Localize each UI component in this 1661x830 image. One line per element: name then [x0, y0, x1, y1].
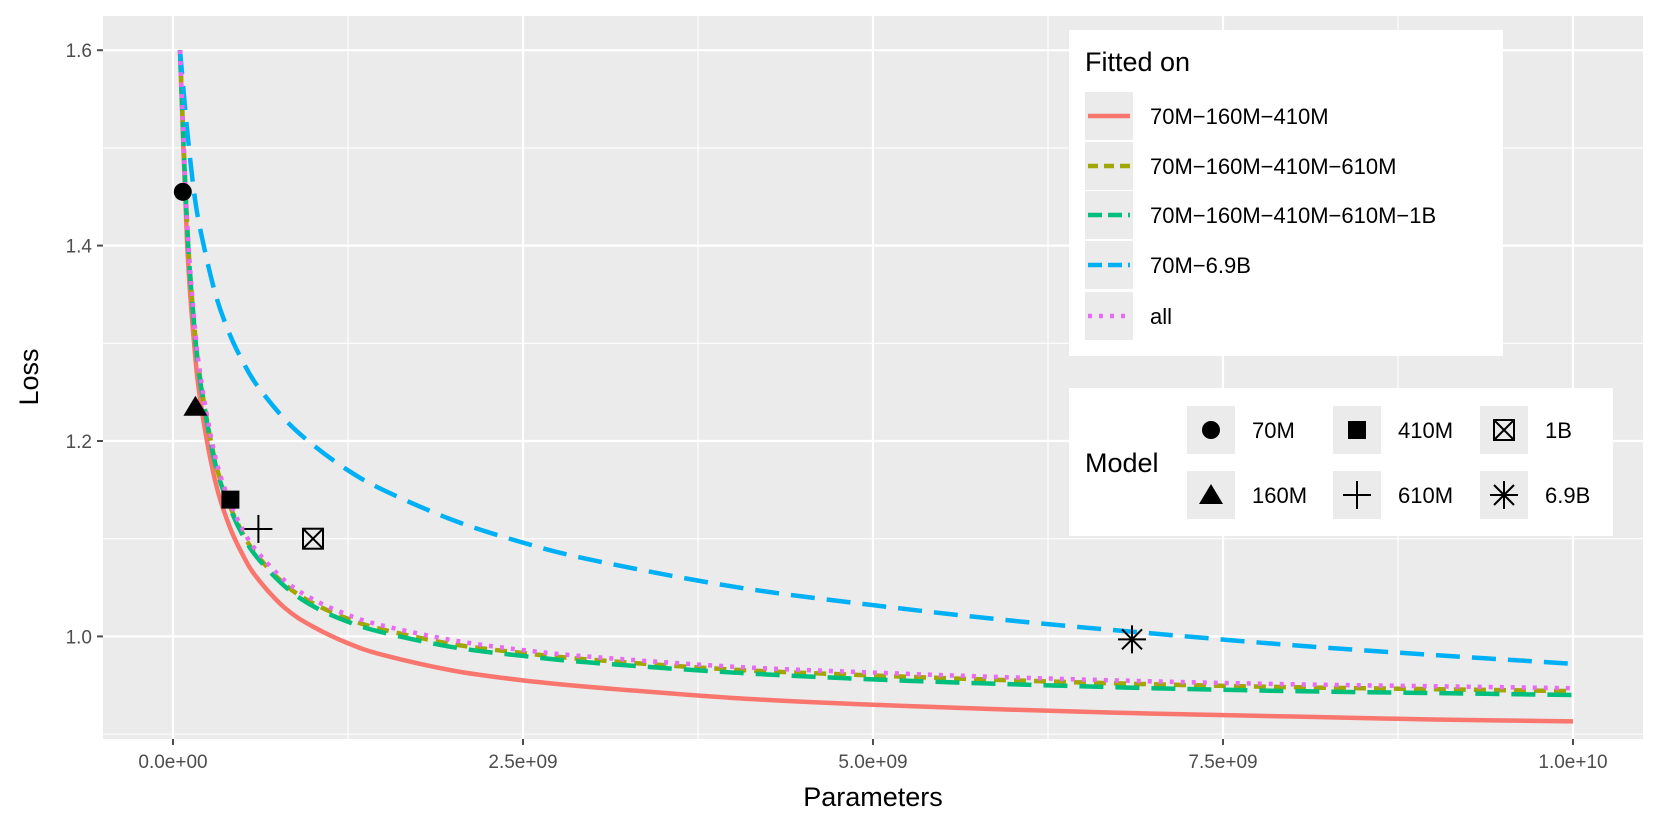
model-point-6-9b-mark — [1121, 628, 1143, 651]
legend-key-plus-icon — [1343, 481, 1371, 509]
model-point-610m — [244, 514, 273, 543]
x-tick-label: 5.0e+09 — [838, 752, 907, 773]
legend-model-label: 70M — [1252, 418, 1295, 443]
legend-key-circle-icon-mark — [1202, 421, 1220, 439]
legend-key-boxx-icon-mark — [1493, 419, 1515, 441]
series-layer — [177, 49, 1574, 724]
model-point-1b-mark — [302, 527, 324, 550]
legend-model-label: 6.9B — [1545, 483, 1590, 508]
model-point-160m-mark — [183, 395, 208, 416]
x-tick-label: 7.5e+09 — [1188, 752, 1257, 773]
x-tick-label: 2.5e+09 — [488, 752, 557, 773]
legend-model-label: 1B — [1545, 418, 1572, 443]
grid — [103, 16, 1643, 739]
legend-key-boxx-icon-mark — [1493, 419, 1515, 441]
legend-fitted-box — [1069, 30, 1503, 356]
series-line — [177, 50, 1574, 694]
y-tick-label: 1.4 — [66, 237, 93, 258]
points-layer — [173, 182, 1146, 654]
legend-key-square-icon-mark — [1348, 421, 1366, 439]
legend-fitted-label: 70M−160M−410M−610M — [1150, 154, 1396, 179]
legend-key-triangle-icon-mark — [1199, 484, 1223, 504]
series-line — [177, 50, 1574, 691]
series-line — [177, 50, 1574, 698]
y-tick-label: 1.6 — [66, 41, 92, 62]
legend-model-label: 160M — [1252, 483, 1307, 508]
series-line — [177, 50, 1574, 724]
model-point-70m-mark — [173, 182, 192, 201]
legend-fitted-label: 70M−160M−410M — [1150, 104, 1329, 129]
legend-fitted-label: 70M−160M−410M−610M−1B — [1150, 203, 1436, 228]
y-axis-title: Loss — [14, 348, 44, 405]
legend-fitted-label: 70M−6.9B — [1150, 253, 1251, 278]
legend-key-star-icon — [1490, 481, 1518, 509]
legend-fitted: Fitted on 70M−160M−410M 70M−160M−410M−61… — [1069, 30, 1503, 356]
axes-layer: 0.0e+00 2.5e+09 5.0e+09 7.5e+09 1.0e+10 1.0 1.… — [66, 41, 1608, 773]
legend-model-title: Model — [1085, 448, 1159, 478]
legend-fitted-keys — [1085, 92, 1133, 340]
model-point-6-9b — [1118, 625, 1146, 654]
legend-key-triangle-icon — [1199, 484, 1223, 504]
legend-model-keys — [1187, 406, 1528, 519]
legend-key-bg — [1085, 292, 1133, 340]
legend-fitted-label: all — [1150, 304, 1172, 329]
model-point-160m — [183, 395, 208, 416]
legend-key-star-icon-mark — [1493, 484, 1515, 506]
series-line — [177, 49, 1574, 667]
y-tick-label: 1.2 — [66, 432, 92, 453]
x-tick-label: 1.0e+10 — [1538, 752, 1607, 773]
model-point-70m — [173, 182, 192, 201]
model-point-410m-mark — [221, 490, 240, 509]
legend-fitted-title: Fitted on — [1085, 47, 1190, 77]
legend-key-boxx-icon — [1493, 419, 1515, 441]
legend-key-square-icon — [1348, 421, 1366, 439]
legend-key-circle-icon — [1202, 421, 1220, 439]
y-tick-label: 1.0 — [66, 627, 92, 648]
model-point-410m — [221, 490, 240, 509]
legend-model: Model 70M 410M 1B 160M 610M 6.9B — [1069, 388, 1613, 536]
legend-model-label: 610M — [1398, 483, 1453, 508]
x-axis-title: Parameters — [803, 782, 943, 812]
x-tick-label: 0.0e+00 — [138, 752, 207, 773]
legend-model-label: 410M — [1398, 418, 1453, 443]
model-point-1b — [302, 527, 324, 550]
model-point-1b-mark — [302, 528, 324, 550]
